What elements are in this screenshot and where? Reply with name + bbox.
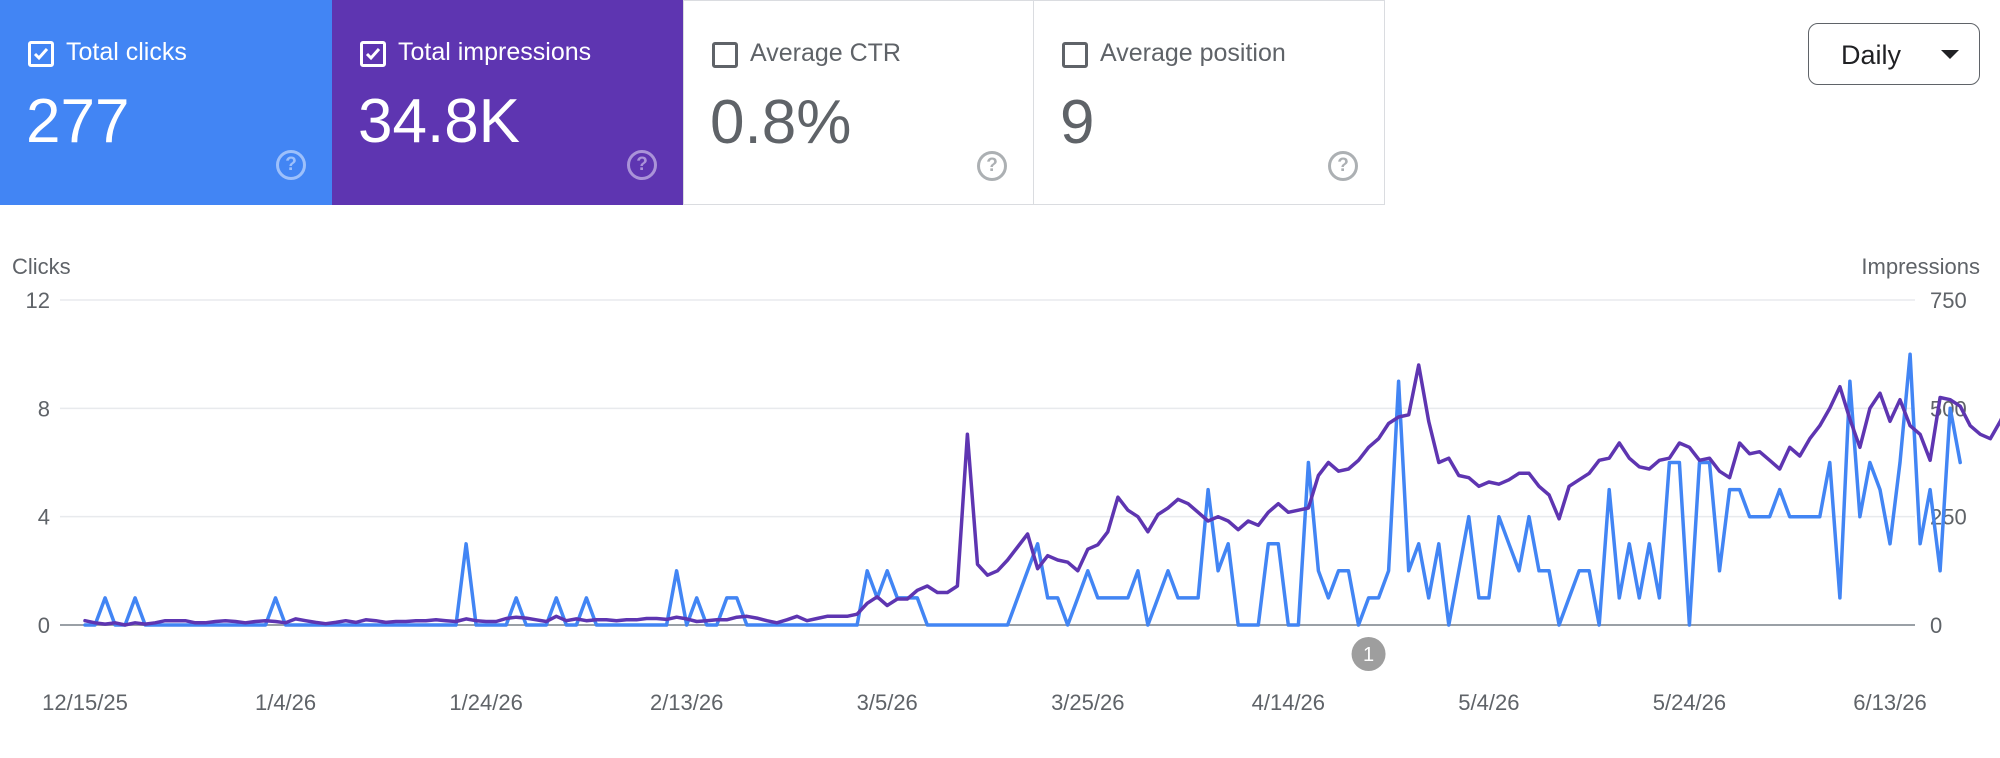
x-axis-tick: 5/24/26	[1653, 690, 1726, 715]
help-icon[interactable]: ?	[977, 151, 1007, 181]
checkbox-unchecked-icon[interactable]	[712, 42, 738, 68]
left-axis-title: Clicks	[12, 254, 71, 279]
series-line-total-clicks	[83, 352, 1962, 627]
right-axis-title: Impressions	[1861, 254, 1980, 279]
metric-card-average-ctr[interactable]: Average CTR 0.8% ?	[683, 0, 1034, 205]
help-icon[interactable]: ?	[276, 150, 306, 180]
checkbox-checked-icon[interactable]	[360, 41, 386, 67]
series-line-total-impressions	[83, 363, 2000, 627]
metric-card-total-clicks[interactable]: Total clicks 277 ?	[0, 0, 332, 205]
x-axis-tick: 12/15/25	[42, 690, 128, 715]
help-icon[interactable]: ?	[1328, 151, 1358, 181]
left-axis-tick: 0	[38, 613, 50, 638]
x-axis-tick: 1/4/26	[255, 690, 316, 715]
metric-value: 277	[26, 87, 130, 156]
right-axis-tick: 750	[1930, 288, 1967, 313]
metric-label: Total clicks	[66, 38, 187, 66]
left-axis-tick: 12	[26, 288, 50, 313]
x-axis-tick: 6/13/26	[1853, 690, 1926, 715]
metric-value: 9	[1060, 88, 1095, 157]
metric-card-average-position[interactable]: Average position 9 ?	[1034, 0, 1385, 205]
x-axis-tick: 3/5/26	[857, 690, 918, 715]
annotation-marker	[1351, 637, 1386, 671]
metric-card-total-impressions[interactable]: Total impressions 34.8K ?	[332, 0, 683, 205]
left-axis-tick: 4	[38, 505, 50, 530]
checkbox-unchecked-icon[interactable]	[1062, 42, 1088, 68]
annotation-label: 1	[1363, 644, 1374, 666]
metric-label: Average CTR	[750, 39, 901, 67]
checkbox-checked-icon[interactable]	[28, 41, 54, 67]
performance-chart: Clicks Impressions 12 750 8 500 4 250 0 0 12/15/…	[0, 230, 2000, 758]
left-axis-tick: 8	[38, 396, 50, 421]
dropdown-arrow-icon	[1941, 50, 1959, 59]
period-select[interactable]: Daily	[1808, 23, 1980, 85]
x-axis-tick: 1/24/26	[449, 690, 522, 715]
right-axis-tick: 0	[1930, 613, 1942, 638]
x-axis-tick: 4/14/26	[1252, 690, 1325, 715]
metric-value: 0.8%	[710, 88, 852, 157]
metric-cards: Total clicks 277 ? Total impressions 34.…	[0, 0, 1385, 205]
metric-label: Average position	[1100, 39, 1286, 67]
x-axis-tick: 2/13/26	[650, 690, 723, 715]
help-icon[interactable]: ?	[627, 150, 657, 180]
metric-value: 34.8K	[358, 87, 521, 156]
period-select-label: Daily	[1841, 40, 1902, 70]
metric-label: Total impressions	[398, 38, 592, 66]
x-axis-tick: 5/4/26	[1458, 690, 1519, 715]
x-axis-tick: 3/25/26	[1051, 690, 1124, 715]
